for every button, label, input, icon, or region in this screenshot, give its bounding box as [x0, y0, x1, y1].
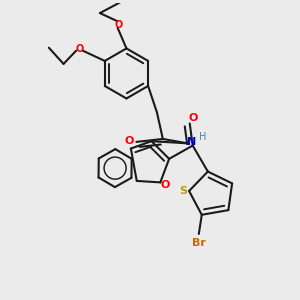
Text: N: N	[187, 137, 196, 147]
Text: O: O	[189, 112, 198, 123]
Text: O: O	[75, 44, 83, 54]
Text: H: H	[199, 133, 206, 142]
Text: Br: Br	[192, 238, 206, 248]
Text: O: O	[115, 20, 123, 30]
Text: S: S	[179, 186, 187, 196]
Text: O: O	[161, 180, 170, 190]
Text: O: O	[124, 136, 134, 146]
